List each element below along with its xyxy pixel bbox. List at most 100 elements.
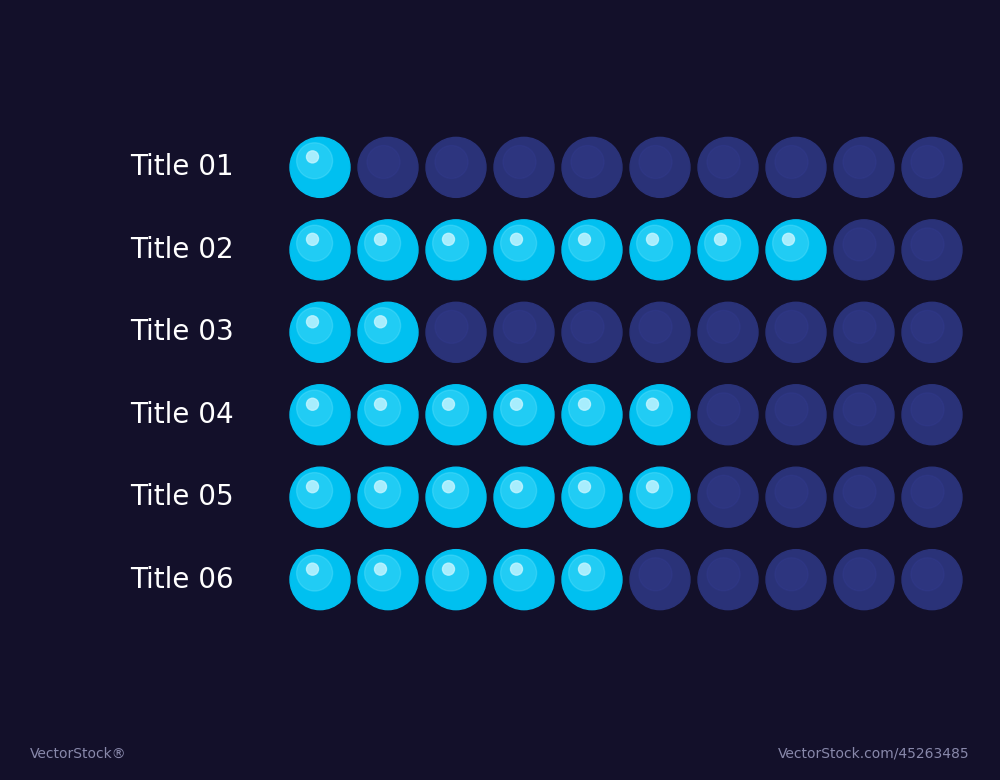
- Circle shape: [443, 233, 455, 246]
- Circle shape: [569, 390, 605, 426]
- Circle shape: [630, 550, 690, 610]
- Circle shape: [306, 480, 318, 493]
- Circle shape: [843, 475, 876, 509]
- Circle shape: [426, 385, 486, 445]
- Circle shape: [494, 220, 554, 280]
- Circle shape: [775, 145, 808, 179]
- Circle shape: [698, 550, 758, 610]
- Circle shape: [297, 473, 333, 509]
- Circle shape: [766, 467, 826, 527]
- Circle shape: [375, 233, 387, 246]
- Circle shape: [367, 145, 400, 179]
- Circle shape: [297, 555, 333, 591]
- Circle shape: [358, 385, 418, 445]
- Circle shape: [902, 385, 962, 445]
- Circle shape: [630, 385, 690, 445]
- Circle shape: [365, 307, 401, 344]
- Circle shape: [306, 563, 318, 575]
- Circle shape: [433, 555, 469, 591]
- Circle shape: [501, 473, 537, 509]
- Circle shape: [630, 137, 690, 197]
- Circle shape: [306, 151, 318, 163]
- Circle shape: [562, 220, 622, 280]
- Circle shape: [630, 220, 690, 280]
- Circle shape: [902, 303, 962, 362]
- Circle shape: [562, 550, 622, 610]
- Circle shape: [578, 233, 590, 246]
- Circle shape: [358, 550, 418, 610]
- Text: Title 05: Title 05: [130, 483, 234, 511]
- Circle shape: [426, 550, 486, 610]
- Circle shape: [435, 310, 468, 343]
- Circle shape: [494, 467, 554, 527]
- Circle shape: [562, 467, 622, 527]
- Circle shape: [911, 475, 944, 509]
- Circle shape: [511, 563, 522, 575]
- Circle shape: [297, 390, 333, 426]
- Circle shape: [834, 303, 894, 362]
- Circle shape: [783, 233, 795, 246]
- Circle shape: [569, 473, 605, 509]
- Circle shape: [426, 303, 486, 362]
- Circle shape: [290, 137, 350, 197]
- Circle shape: [639, 558, 672, 590]
- Circle shape: [433, 473, 469, 509]
- Circle shape: [639, 145, 672, 179]
- Text: VectorStock.com/45263485: VectorStock.com/45263485: [778, 746, 970, 760]
- Circle shape: [569, 225, 605, 261]
- Circle shape: [375, 563, 387, 575]
- Circle shape: [297, 307, 333, 344]
- Circle shape: [375, 399, 387, 410]
- Text: Title 02: Title 02: [130, 236, 234, 264]
- Circle shape: [578, 480, 590, 493]
- Circle shape: [375, 316, 387, 328]
- Circle shape: [433, 225, 469, 261]
- Circle shape: [766, 220, 826, 280]
- Circle shape: [511, 233, 522, 246]
- Circle shape: [766, 303, 826, 362]
- Circle shape: [707, 145, 740, 179]
- Text: Title 04: Title 04: [130, 401, 234, 429]
- Circle shape: [494, 137, 554, 197]
- Circle shape: [426, 220, 486, 280]
- Text: Title 06: Title 06: [130, 566, 234, 594]
- Circle shape: [306, 399, 318, 410]
- Circle shape: [571, 310, 604, 343]
- Text: VectorStock®: VectorStock®: [30, 746, 127, 760]
- Circle shape: [707, 558, 740, 590]
- Circle shape: [290, 303, 350, 362]
- Circle shape: [707, 393, 740, 426]
- Text: Title 03: Title 03: [130, 318, 234, 346]
- Circle shape: [834, 550, 894, 610]
- Circle shape: [705, 225, 741, 261]
- Circle shape: [365, 225, 401, 261]
- Circle shape: [834, 467, 894, 527]
- Circle shape: [365, 473, 401, 509]
- Circle shape: [306, 233, 318, 246]
- Circle shape: [501, 555, 537, 591]
- Circle shape: [775, 393, 808, 426]
- Circle shape: [637, 225, 673, 261]
- Circle shape: [358, 303, 418, 362]
- Circle shape: [433, 390, 469, 426]
- Circle shape: [707, 475, 740, 509]
- Circle shape: [766, 550, 826, 610]
- Circle shape: [494, 385, 554, 445]
- Circle shape: [698, 303, 758, 362]
- Circle shape: [578, 399, 590, 410]
- Circle shape: [571, 145, 604, 179]
- Circle shape: [501, 225, 537, 261]
- Circle shape: [443, 563, 455, 575]
- Circle shape: [511, 480, 522, 493]
- Circle shape: [358, 220, 418, 280]
- Circle shape: [843, 310, 876, 343]
- Circle shape: [358, 467, 418, 527]
- Circle shape: [503, 145, 536, 179]
- Circle shape: [843, 145, 876, 179]
- Circle shape: [290, 220, 350, 280]
- Circle shape: [834, 220, 894, 280]
- Circle shape: [639, 310, 672, 343]
- Circle shape: [766, 385, 826, 445]
- Circle shape: [834, 385, 894, 445]
- Circle shape: [297, 225, 333, 261]
